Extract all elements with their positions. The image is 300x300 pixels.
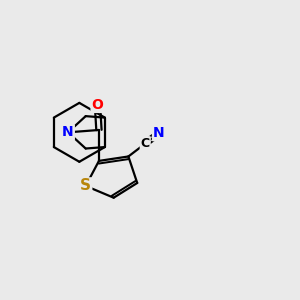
Text: N: N xyxy=(153,126,165,140)
Text: C: C xyxy=(141,137,150,150)
Text: O: O xyxy=(92,98,104,112)
Text: N: N xyxy=(62,125,74,139)
Text: S: S xyxy=(80,178,91,194)
